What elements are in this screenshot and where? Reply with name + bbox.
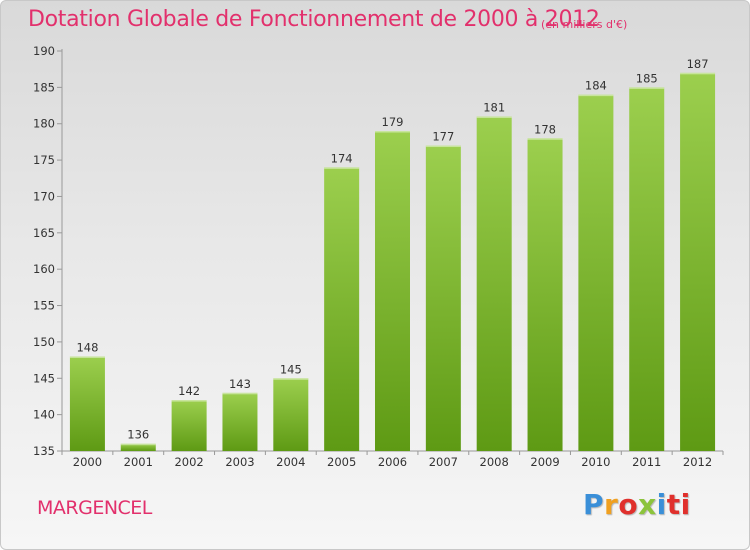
logo-letter: P xyxy=(583,488,605,521)
y-tick-label: 150 xyxy=(33,335,55,349)
y-tick-label: 145 xyxy=(33,371,55,385)
x-tick-label: 2011 xyxy=(632,455,661,469)
x-tick-label: 2007 xyxy=(429,455,458,469)
bar[interactable] xyxy=(527,138,563,452)
y-tick-label: 160 xyxy=(33,262,55,276)
bar[interactable] xyxy=(476,116,512,452)
bar[interactable] xyxy=(324,167,360,451)
data-label: 142 xyxy=(178,384,200,398)
bar-highlight xyxy=(324,167,360,169)
commune-name: MARGENCEL xyxy=(37,497,152,519)
x-tick-label: 2006 xyxy=(378,455,407,469)
data-label: 185 xyxy=(636,71,658,85)
x-tick-label: 2003 xyxy=(225,455,254,469)
data-label: 179 xyxy=(382,115,404,129)
bar-highlight xyxy=(680,72,716,75)
bar[interactable] xyxy=(425,145,461,451)
unit-label: (en milliers d'€) xyxy=(541,18,628,31)
logo-letter: o xyxy=(618,488,639,521)
data-label: 177 xyxy=(432,130,454,144)
logo-letter: x xyxy=(638,488,657,521)
y-tick-label: 155 xyxy=(33,299,55,313)
bar-highlight xyxy=(171,400,207,402)
chart-title: Dotation Globale de Fonctionnement de 20… xyxy=(28,7,600,32)
x-tick-label: 2005 xyxy=(327,455,356,469)
x-tick-label: 2001 xyxy=(124,455,153,469)
bar[interactable] xyxy=(578,94,614,452)
bar[interactable] xyxy=(69,356,105,451)
bar-highlight xyxy=(578,94,614,97)
y-tick-label: 135 xyxy=(33,444,55,458)
bar-highlight xyxy=(629,87,665,89)
proxiti-logo[interactable]: Proxiti xyxy=(583,488,691,521)
data-labels-group: 148 136 142 143 145 174 179 177 181 178 184 185 187 xyxy=(76,57,708,442)
data-label: 174 xyxy=(331,151,353,165)
data-label: 145 xyxy=(280,362,302,376)
y-tick-label: 170 xyxy=(33,189,55,203)
axes: 135 140 145 150 155 160 165 170 175 180 185 190 2000… xyxy=(33,44,724,469)
y-tick-label: 180 xyxy=(33,117,55,131)
bar-highlight xyxy=(120,443,156,446)
data-label: 184 xyxy=(585,79,607,93)
y-tick-label: 190 xyxy=(33,44,55,58)
bar-highlight xyxy=(425,145,461,148)
data-label: 136 xyxy=(127,428,149,442)
y-tick-label: 140 xyxy=(33,408,55,422)
data-label: 148 xyxy=(76,340,98,354)
bar[interactable] xyxy=(171,400,207,451)
y-tick-label: 175 xyxy=(33,153,55,167)
x-tick-label: 2010 xyxy=(581,455,610,469)
bar-highlight xyxy=(527,138,563,140)
bar-highlight xyxy=(476,116,512,118)
x-tick-label: 2002 xyxy=(174,455,203,469)
logo-letter: r xyxy=(604,488,619,521)
bar-highlight xyxy=(69,356,105,358)
x-tick-label: 2012 xyxy=(683,455,712,469)
bar[interactable] xyxy=(273,378,309,451)
x-tick-label: 2009 xyxy=(530,455,559,469)
bar[interactable] xyxy=(629,87,665,451)
bar[interactable] xyxy=(222,392,258,451)
bar-highlight xyxy=(273,378,309,380)
logo-letter: ti xyxy=(666,488,691,521)
data-label: 178 xyxy=(534,122,556,136)
y-tick-label: 185 xyxy=(33,80,55,94)
bars-group xyxy=(69,72,716,452)
data-label: 187 xyxy=(687,57,709,71)
data-label: 143 xyxy=(229,377,251,391)
bar[interactable] xyxy=(375,131,410,451)
x-tick-label: 2004 xyxy=(276,455,305,469)
bar[interactable] xyxy=(120,443,156,451)
bar-highlight xyxy=(222,392,258,395)
bar[interactable] xyxy=(680,72,716,452)
logo-letter: i xyxy=(656,488,667,521)
x-tick-label: 2008 xyxy=(480,455,509,469)
data-label: 181 xyxy=(483,100,505,114)
bar-highlight xyxy=(375,131,410,133)
y-tick-label: 165 xyxy=(33,226,55,240)
x-tick-label: 2000 xyxy=(73,455,102,469)
